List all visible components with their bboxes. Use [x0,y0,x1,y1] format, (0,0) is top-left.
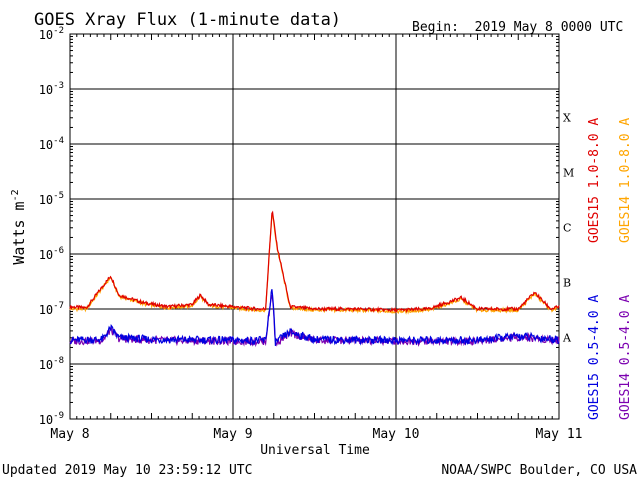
y-tick-label: 10-8 [39,356,64,372]
gridlines [70,34,559,419]
series-line [69,210,560,314]
y-tick-label: 10-7 [39,301,64,317]
x-tick-label: May 10 [373,427,420,442]
data-series [69,210,560,348]
credit-text: NOAA/SWPC Boulder, CO USA [441,463,637,478]
series-line [69,289,560,346]
x-axis-label: Universal Time [260,443,370,458]
updated-timestamp: Updated 2019 May 10 23:59:12 UTC [2,463,252,478]
y-tick-label: 10-6 [39,246,64,262]
y-axis-label: Watts m-2 [10,189,28,264]
legend-goes14-short: GOES14 0.5-4.0 A [618,295,633,420]
plot-area [69,33,560,420]
x-tick-label: May 11 [536,427,583,442]
flare-class-label: B [563,277,571,290]
legend-goes14-long: GOES14 1.0-8.0 A [618,118,633,243]
legend: GOES15 1.0-8.0 A GOES14 1.0-8.0 A GOES15… [587,118,633,420]
flare-class-label: M [563,167,574,180]
x-tick-label: May 9 [213,427,252,442]
x-axis-ticks: May 8 May 9 May 10 May 11 [50,34,582,442]
y-tick-label: 10-2 [39,26,64,42]
x-tick-label: May 8 [50,427,89,442]
begin-time: Begin: 2019 May 8 0000 UTC [412,20,623,35]
y-tick-label: 10-5 [39,191,64,207]
y-tick-label: 10-9 [39,411,64,427]
legend-goes15-long: GOES15 1.0-8.0 A [587,118,602,243]
flare-class-label: A [562,332,572,345]
y-axis-ticks: 10-9 10-8 10-7 10-6 10-5 10-4 10-3 10-2 [39,26,559,427]
flare-class-labels: X M C B A [562,112,574,345]
flare-class-label: C [563,222,571,235]
flare-class-label: X [563,112,571,125]
y-tick-label: 10-4 [39,136,64,152]
y-tick-label: 10-3 [39,81,64,97]
series-line [69,212,560,315]
legend-goes15-short: GOES15 0.5-4.0 A [587,295,602,420]
chart-title: GOES Xray Flux (1-minute data) [34,10,341,30]
